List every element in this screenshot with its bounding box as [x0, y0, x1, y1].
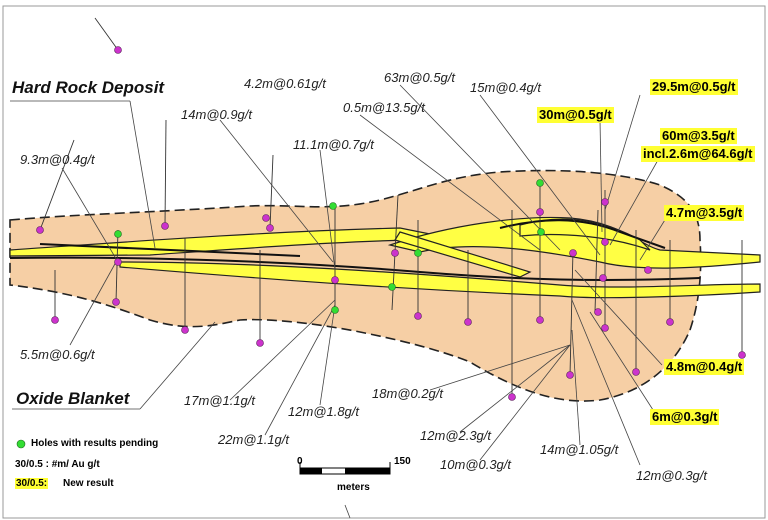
new-result: 4.8m@0.4g/t: [664, 359, 745, 375]
intercept: 12m@0.3g/t: [636, 468, 708, 483]
intercept: 10m@0.3g/t: [440, 457, 512, 472]
frame: [2, 5, 766, 519]
oxide-label: Oxide Blanket: [16, 389, 130, 408]
new-result: 4.7m@3.5g/t: [664, 205, 745, 221]
scale-unit: meters: [337, 482, 370, 493]
legend-key: 30/0.5 : #m/ Au g/t: [15, 459, 100, 470]
intercept: 14m@1.05g/t: [540, 442, 619, 457]
intercept: 12m@2.3g/t: [420, 428, 492, 443]
intercept: 14m@0.9g/t: [181, 107, 253, 122]
legend-pending: Holes with results pending: [31, 438, 159, 449]
hole-collars: [36, 46, 746, 401]
leader-lines: [10, 84, 669, 519]
intercept: 5.5m@0.6g/t: [20, 347, 95, 362]
new-result: 29.5m@0.5g/t: [650, 79, 738, 95]
scale-end: 150: [394, 456, 411, 467]
new-result: 30m@0.5g/t: [537, 107, 614, 123]
intercept: 0.5m@13.5g/t: [343, 100, 425, 115]
intercept: 22m@1.1g/t: [218, 432, 290, 447]
intercept: 63m@0.5g/t: [384, 70, 456, 85]
pending-holes: [16, 179, 545, 449]
intercept: 9.3m@0.4g/t: [20, 152, 95, 167]
new-result: incl.2.6m@64.6g/t: [641, 146, 755, 162]
deposit-label: Hard Rock Deposit: [12, 78, 165, 97]
legend-new-key: 30/0.5:: [15, 478, 49, 489]
intercept: 11.1m@0.7g/t: [293, 137, 374, 152]
ore-lenses: [9, 216, 761, 299]
intercept: 15m@0.4g/t: [470, 80, 542, 95]
intercept: 18m@0.2g/t: [372, 386, 444, 401]
scale-start: 0: [297, 456, 303, 467]
scale-bar: [299, 462, 391, 475]
new-result: 6m@0.3g/t: [650, 409, 720, 425]
oxide-blanket: [9, 169, 702, 402]
new-result: 60m@3.5g/t: [660, 128, 737, 144]
intercept: 4.2m@0.61g/t: [244, 76, 326, 91]
legend-new-label: New result: [63, 478, 114, 489]
intercept: 12m@1.8g/t: [288, 404, 360, 419]
intercept: 17m@1.1g/t: [184, 393, 256, 408]
